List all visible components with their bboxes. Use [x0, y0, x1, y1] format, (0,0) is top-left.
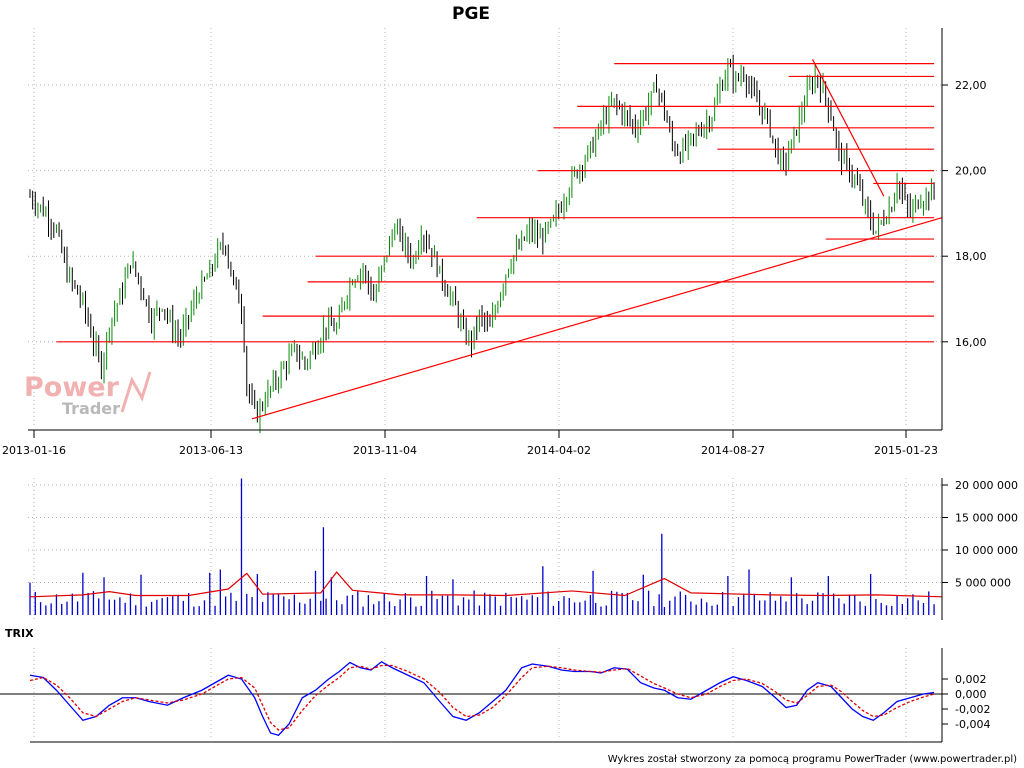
y-tick-label: 20 000 000: [955, 479, 1018, 492]
y-tick-label: 16,00: [955, 336, 987, 349]
y-tick-label: 22,00: [955, 79, 987, 92]
axes: 2013-01-16 2013-06-13 2013-11-04 2014-04-02…: [2, 28, 1018, 743]
y-tick-label: 5 000 000: [955, 577, 1011, 590]
y-tick-label: -0,002: [955, 703, 990, 716]
trix-panel: [0, 660, 942, 736]
x-tick-label: 2013-11-04: [353, 444, 417, 457]
y-tick-label: 18,00: [955, 250, 987, 263]
trend-line: [251, 217, 943, 420]
powertrader-watermark: Power Trader: [24, 371, 152, 418]
footer-credit: Wykres został stworzony za pomocą progra…: [608, 754, 1017, 765]
y-tick-label: 20,00: [955, 165, 987, 178]
y-tick-label: 10 000 000: [955, 544, 1018, 557]
trix-signal-line: [29, 664, 935, 731]
volume-panel: [29, 478, 943, 615]
trix-panel-label: TRIX: [5, 627, 34, 640]
watermark-trader: Trader: [62, 399, 120, 418]
grid: [28, 28, 942, 740]
y-tick-label: -0,004: [955, 718, 990, 731]
y-tick-label: 0,002: [955, 673, 987, 686]
trend-line: [811, 59, 885, 197]
x-tick-label: 2013-01-16: [2, 444, 66, 457]
chart-title: PGE: [452, 4, 490, 24]
y-tick-label: 0,000: [955, 688, 987, 701]
price-panel: [29, 54, 943, 434]
y-tick-label: 15 000 000: [955, 512, 1018, 525]
x-tick-label: 2014-08-27: [701, 444, 765, 457]
trix-line: [29, 660, 935, 736]
x-tick-label: 2013-06-13: [179, 444, 243, 457]
volume-moving-average: [29, 571, 943, 598]
x-tick-label: 2015-01-23: [874, 444, 938, 457]
watermark-w-mark: [120, 371, 152, 413]
x-tick-label: 2014-04-02: [527, 444, 591, 457]
